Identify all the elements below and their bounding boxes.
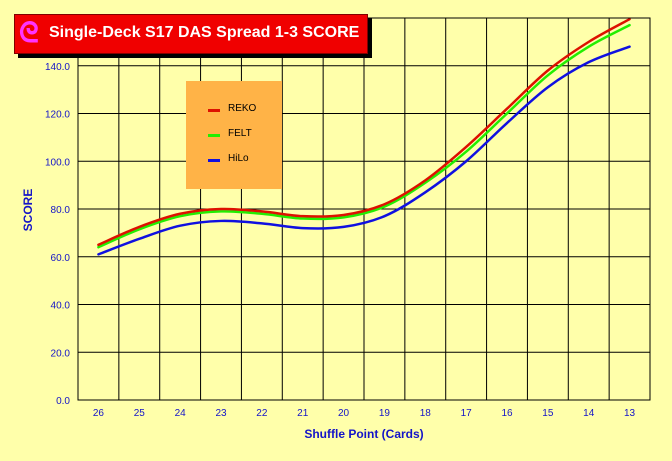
y-tick-label: 80.0 <box>51 205 71 216</box>
y-tick-label: 100.0 <box>45 157 70 168</box>
series-line-reko <box>97 17 631 247</box>
y-tick-label: 120.0 <box>45 110 70 121</box>
x-axis-label: Shuffle Point (Cards) <box>304 427 424 441</box>
chart-title-box: ᘓ Single-Deck S17 DAS Spread 1-3 SCORE <box>14 14 368 54</box>
legend-swatch-hilo <box>208 159 220 162</box>
legend-label-felt: FELT <box>228 128 252 139</box>
x-tick-label: 23 <box>215 408 227 419</box>
x-tick-label: 16 <box>501 408 513 419</box>
legend-label-reko: REKO <box>228 103 257 114</box>
x-tick-label: 20 <box>338 408 350 419</box>
y-tick-label: 0.0 <box>56 396 70 407</box>
x-tick-label: 22 <box>256 408 268 419</box>
series-line-hilo <box>97 45 631 256</box>
x-tick-label: 18 <box>420 408 432 419</box>
x-tick-label: 14 <box>583 408 595 419</box>
x-tick-label: 21 <box>297 408 309 419</box>
legend-swatch-reko <box>208 109 220 112</box>
pink-s-logo-icon: ᘓ <box>19 16 39 49</box>
y-axis-label: SCORE <box>21 188 35 232</box>
y-tick-label: 140.0 <box>45 62 70 73</box>
x-tick-label: 25 <box>134 408 146 419</box>
y-tick-label: 20.0 <box>51 348 71 359</box>
y-tick-label: 40.0 <box>51 301 71 312</box>
x-tick-label: 24 <box>175 408 187 419</box>
legend-label-hilo: HiLo <box>228 153 249 164</box>
legend: REKO FELT HiLo <box>186 81 282 189</box>
x-tick-label: 15 <box>542 408 554 419</box>
x-tick-label: 26 <box>93 408 105 419</box>
x-tick-label: 13 <box>624 408 636 419</box>
series-line-felt <box>97 23 631 249</box>
x-tick-label: 17 <box>461 408 473 419</box>
x-tick-label: 19 <box>379 408 391 419</box>
legend-swatch-felt <box>208 134 220 137</box>
y-tick-label: 60.0 <box>51 253 71 264</box>
chart-title: Single-Deck S17 DAS Spread 1-3 SCORE <box>49 24 360 41</box>
